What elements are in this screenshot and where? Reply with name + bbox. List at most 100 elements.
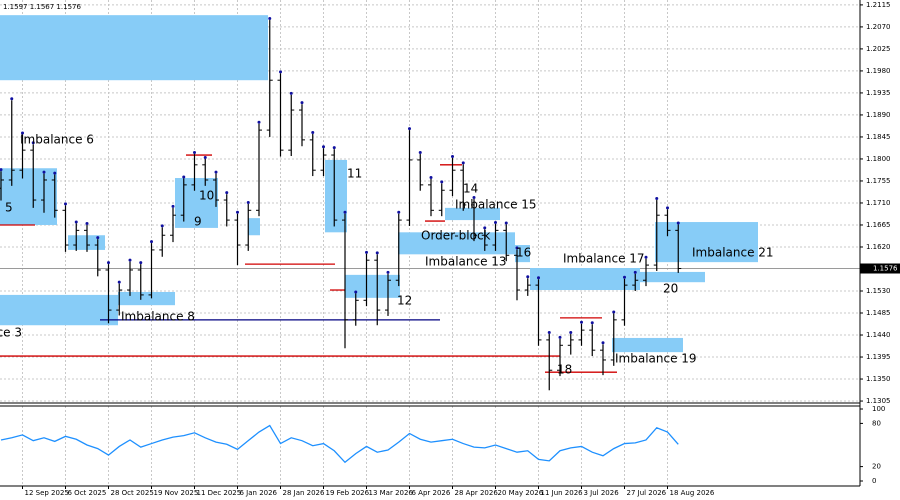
- high-marker: [537, 276, 540, 280]
- x-tick-label: 11 Jun 2026: [541, 489, 584, 497]
- high-marker: [429, 176, 433, 180]
- y-tick-label: 1.1845: [866, 133, 891, 141]
- high-marker: [601, 341, 605, 345]
- zone-label: Order-block: [421, 229, 491, 243]
- zone: [445, 207, 500, 221]
- annotation: 10: [199, 189, 214, 203]
- zone-label: 12: [397, 294, 412, 308]
- y-tick-label: 1.1755: [866, 177, 891, 185]
- indicator-line: [0, 424, 679, 464]
- zone: [0, 15, 268, 81]
- y-tick-label: 1.1530: [866, 287, 891, 295]
- high-marker: [182, 175, 186, 179]
- high-marker: [644, 255, 648, 259]
- zone: [325, 159, 347, 233]
- high-marker: [128, 258, 132, 262]
- high-marker: [483, 226, 487, 230]
- high-marker: [666, 206, 669, 210]
- high-marker: [408, 127, 411, 131]
- zone-label: Imbalance 15: [455, 198, 537, 212]
- y-tick-label: 80: [872, 419, 881, 427]
- high-marker: [193, 151, 196, 155]
- zone-label: Imbalance 17: [563, 252, 645, 266]
- annotation: Imbalance 6: [20, 133, 94, 147]
- y-tick-label: 1.2025: [866, 45, 891, 53]
- high-marker: [386, 270, 390, 274]
- high-marker: [96, 236, 100, 240]
- zone-label: Imbalance 19: [615, 352, 697, 366]
- x-tick-label: 13 Mar 2026: [369, 489, 414, 497]
- zone: [640, 271, 705, 283]
- high-marker: [0, 168, 3, 172]
- high-marker: [418, 151, 422, 155]
- x-tick-label: 11 Dec 2025: [197, 489, 242, 497]
- zone-label: 16: [516, 246, 531, 260]
- high-marker: [117, 280, 121, 284]
- high-marker: [236, 210, 239, 214]
- zone-label: 9: [194, 215, 202, 229]
- x-tick-label: 6 Apr 2026: [412, 489, 451, 497]
- high-marker: [590, 321, 594, 325]
- high-marker: [343, 210, 347, 214]
- y-tick-label: 1.1350: [866, 375, 891, 383]
- high-marker: [225, 191, 229, 195]
- high-marker: [64, 202, 67, 206]
- last-price-box: [860, 263, 900, 274]
- high-marker: [676, 221, 680, 225]
- zone-label: 5: [5, 201, 13, 215]
- zone: [530, 268, 640, 291]
- high-marker: [397, 210, 401, 214]
- y-tick-label: 1.2070: [866, 23, 891, 31]
- y-tick-label: 100: [872, 405, 885, 413]
- x-tick-label: 27 Jul 2026: [627, 489, 667, 497]
- zone-label: Imbalance 3: [0, 326, 22, 340]
- high-marker: [21, 131, 24, 135]
- high-marker: [160, 224, 164, 228]
- high-marker: [42, 170, 46, 174]
- high-marker: [580, 320, 583, 324]
- price-pane: 5 Imbalance 3 Imbalance 8 9 11 12 Order-block I…: [0, 15, 774, 391]
- high-marker: [289, 91, 293, 95]
- x-tick-label: 28 Oct 2025: [111, 489, 154, 497]
- x-tick-label: 28 Apr 2026: [455, 489, 499, 497]
- high-marker: [375, 251, 379, 255]
- high-marker: [440, 180, 444, 184]
- indicator-pane: [0, 424, 679, 464]
- zone-label: 11: [347, 167, 362, 181]
- zone-label: 20: [663, 282, 678, 296]
- x-tick-label: 28 Jan 2026: [283, 489, 326, 497]
- high-marker: [451, 154, 454, 158]
- high-marker: [612, 310, 616, 314]
- x-tick-label: 19 Feb 2026: [326, 489, 370, 497]
- header: 1.1597 1.1567 1.1576: [3, 3, 81, 11]
- high-marker: [10, 97, 14, 101]
- zone-label: Imbalance 21: [692, 246, 774, 260]
- background: [0, 0, 860, 486]
- high-marker: [279, 70, 282, 74]
- high-marker: [203, 155, 207, 159]
- y-tick-label: 1.1485: [866, 309, 891, 317]
- high-marker: [139, 261, 143, 265]
- zone: [612, 337, 683, 353]
- y-tick-label: 20: [872, 463, 881, 471]
- zone: [655, 222, 758, 263]
- y-tick-label: 1.1980: [866, 67, 891, 75]
- high-marker: [526, 275, 530, 279]
- y-tick-label: 1.1395: [866, 353, 891, 361]
- high-marker: [74, 220, 78, 224]
- high-marker: [171, 204, 175, 208]
- zone-label: Imbalance 8: [121, 310, 195, 324]
- high-marker: [150, 240, 153, 244]
- y-tick-label: 1.1935: [866, 89, 891, 97]
- y-tick-label: 1.1620: [866, 243, 891, 251]
- high-marker: [354, 290, 358, 294]
- high-marker: [107, 261, 110, 265]
- high-marker: [558, 335, 562, 339]
- zone: [248, 218, 260, 236]
- annotation: Imbalance 13: [425, 255, 507, 269]
- zone: [345, 274, 400, 298]
- high-marker: [332, 146, 336, 150]
- y-tick-label: 1.1440: [866, 331, 891, 339]
